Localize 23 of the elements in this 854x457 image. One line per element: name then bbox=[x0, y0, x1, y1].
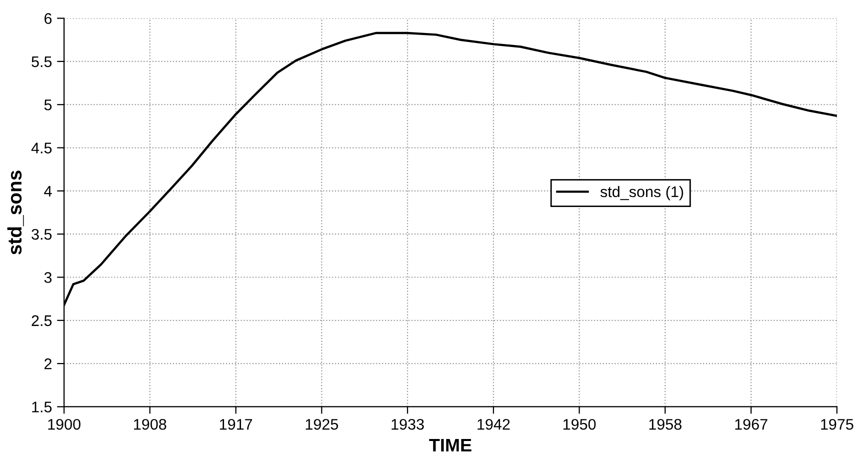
x-tick-label: 1917 bbox=[220, 418, 252, 430]
y-tick-label: 2 bbox=[44, 358, 52, 370]
x-tick-label: 1975 bbox=[821, 418, 854, 430]
x-axis-title: TIME bbox=[429, 438, 472, 452]
y-tick-label: 3 bbox=[44, 272, 52, 283]
y-tick-label: 5 bbox=[44, 100, 52, 110]
y-axis-title: std_sons bbox=[7, 170, 24, 254]
x-tick-label: 1958 bbox=[649, 418, 682, 430]
x-tick-label: 1933 bbox=[392, 418, 424, 430]
x-tick-label: 1950 bbox=[563, 418, 596, 430]
y-tick-label: 2.5 bbox=[32, 315, 52, 326]
x-tick-label: 1908 bbox=[134, 418, 166, 430]
y-tick-label: 1.5 bbox=[32, 402, 52, 412]
y-tick-label: 4 bbox=[44, 186, 52, 196]
x-tick-label: 1900 bbox=[48, 418, 80, 430]
y-tick-label: 4.5 bbox=[31, 142, 52, 154]
legend-label: std_sons (1) bbox=[600, 186, 684, 200]
y-tick-label: 6 bbox=[44, 13, 52, 24]
x-tick-label: 1925 bbox=[306, 418, 338, 430]
x-tick-label: 1967 bbox=[735, 418, 768, 430]
x-tick-label: 1942 bbox=[478, 418, 510, 430]
y-tick-label: 3.5 bbox=[32, 228, 52, 240]
y-tick-label: 5.5 bbox=[32, 56, 52, 68]
